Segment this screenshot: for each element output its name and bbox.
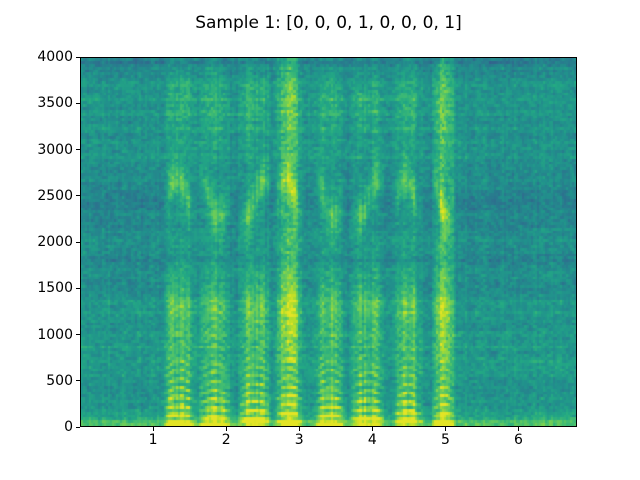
y-tick-label: 3500 [37, 95, 73, 112]
x-tick-mark [152, 427, 154, 431]
y-tick-mark [76, 56, 80, 58]
y-tick-label: 2500 [37, 187, 73, 204]
x-tick-label: 1 [148, 432, 158, 448]
y-tick-mark [76, 149, 80, 150]
y-tick-mark [76, 287, 80, 289]
plot-area [80, 57, 577, 427]
x-tick-label: 6 [514, 432, 523, 448]
y-tick-label: 500 [46, 372, 73, 389]
y-tick-mark [76, 102, 80, 104]
x-tick-mark [518, 427, 520, 431]
y-tick-mark [76, 334, 80, 335]
y-tick-label: 2000 [37, 234, 73, 250]
y-tick-mark [76, 241, 80, 243]
y-tick-label: 4000 [37, 49, 73, 65]
x-tick-mark [225, 427, 227, 431]
x-tick-mark [444, 427, 446, 431]
y-tick-label: 1000 [37, 326, 73, 343]
y-tick-label: 0 [64, 419, 73, 435]
y-tick-mark [76, 426, 80, 428]
y-tick-label: 3000 [37, 141, 73, 158]
x-tick-mark [298, 427, 300, 431]
x-tick-label: 4 [367, 432, 377, 448]
x-tick-mark [371, 427, 373, 431]
x-tick-label: 5 [440, 432, 450, 448]
y-tick-mark [76, 195, 80, 197]
x-tick-label: 3 [294, 432, 304, 448]
chart-title: Sample 1: [0, 0, 0, 1, 0, 0, 0, 1] [195, 13, 462, 33]
spectrogram-image [81, 58, 576, 426]
x-tick-label: 2 [221, 432, 231, 448]
y-tick-mark [76, 380, 80, 382]
y-tick-label: 1500 [37, 280, 73, 297]
